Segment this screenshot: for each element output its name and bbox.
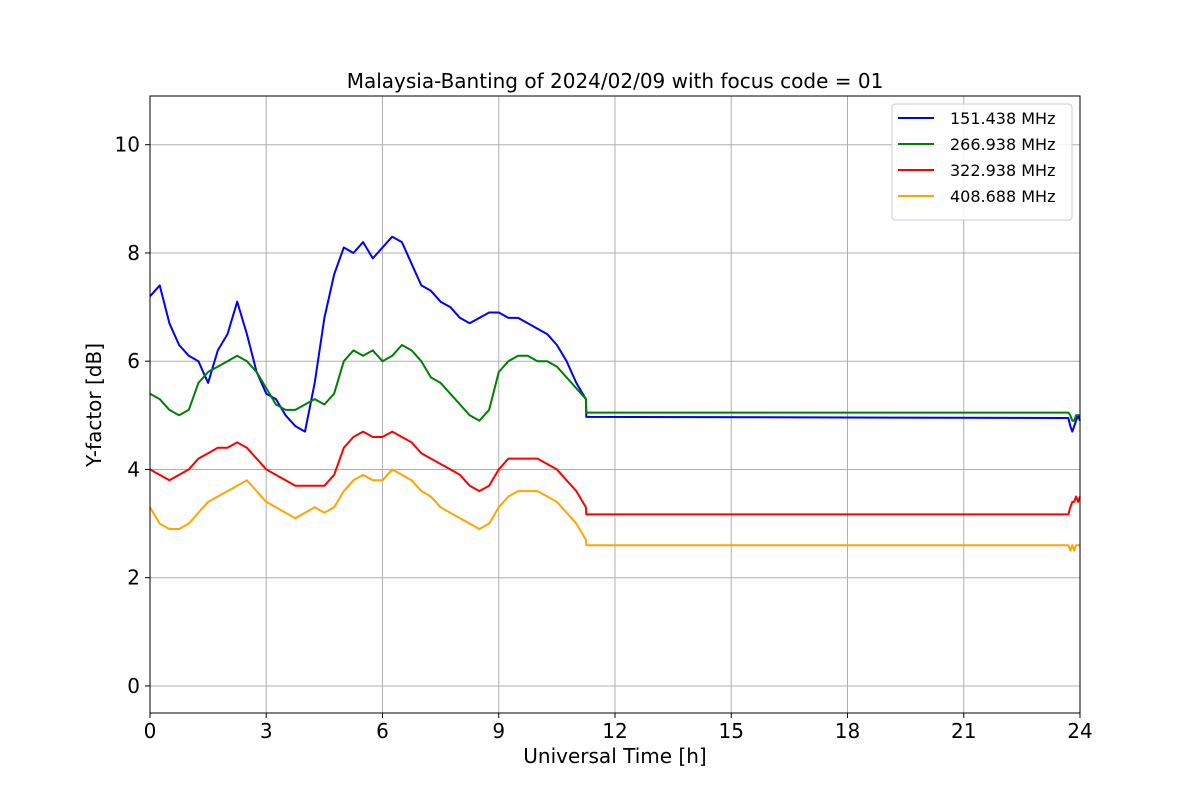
legend: 151.438 MHz 266.938 MHz 322.938 MHz 408.688… — [891, 103, 1073, 221]
series-line-3 — [149, 430, 1081, 516]
series-line-4 — [149, 468, 1080, 552]
series-line-2 — [149, 344, 1080, 422]
legend-label: 408.688 MHz — [950, 187, 1055, 206]
x-tick-label: 6 — [376, 719, 389, 743]
y-tick-label: 0 — [127, 674, 140, 698]
legend-label: 266.938 MHz — [950, 135, 1055, 154]
x-tick-label: 24 — [1067, 719, 1092, 743]
x-tick-label: 21 — [951, 719, 976, 743]
x-axis-label: Universal Time [h] — [523, 744, 706, 768]
legend-label: 151.438 MHz — [950, 109, 1055, 128]
y-tick-label: 8 — [127, 241, 140, 265]
x-tick-label: 12 — [602, 719, 627, 743]
y-tick-label: 4 — [127, 457, 140, 481]
legend-label: 322.938 MHz — [950, 161, 1055, 180]
y-ticks: 0 2 4 6 8 10 — [115, 133, 150, 698]
series-line-1 — [149, 235, 1081, 433]
x-tick-label: 3 — [260, 719, 273, 743]
legend-box — [891, 103, 1073, 221]
x-tick-label: 15 — [719, 719, 744, 743]
series-layer — [149, 235, 1081, 552]
x-tick-label: 9 — [492, 719, 505, 743]
y-tick-label: 6 — [127, 349, 140, 373]
x-tick-label: 18 — [835, 719, 860, 743]
y-tick-label: 2 — [127, 566, 140, 590]
y-axis-label: Y-factor [dB] — [82, 343, 106, 468]
chart-title: Malaysia-Banting of 2024/02/09 with focu… — [347, 69, 884, 93]
x-tick-label: 0 — [144, 719, 157, 743]
x-ticks: 0 3 6 9 12 15 18 21 24 — [144, 713, 1093, 743]
y-tick-label: 10 — [115, 133, 140, 157]
